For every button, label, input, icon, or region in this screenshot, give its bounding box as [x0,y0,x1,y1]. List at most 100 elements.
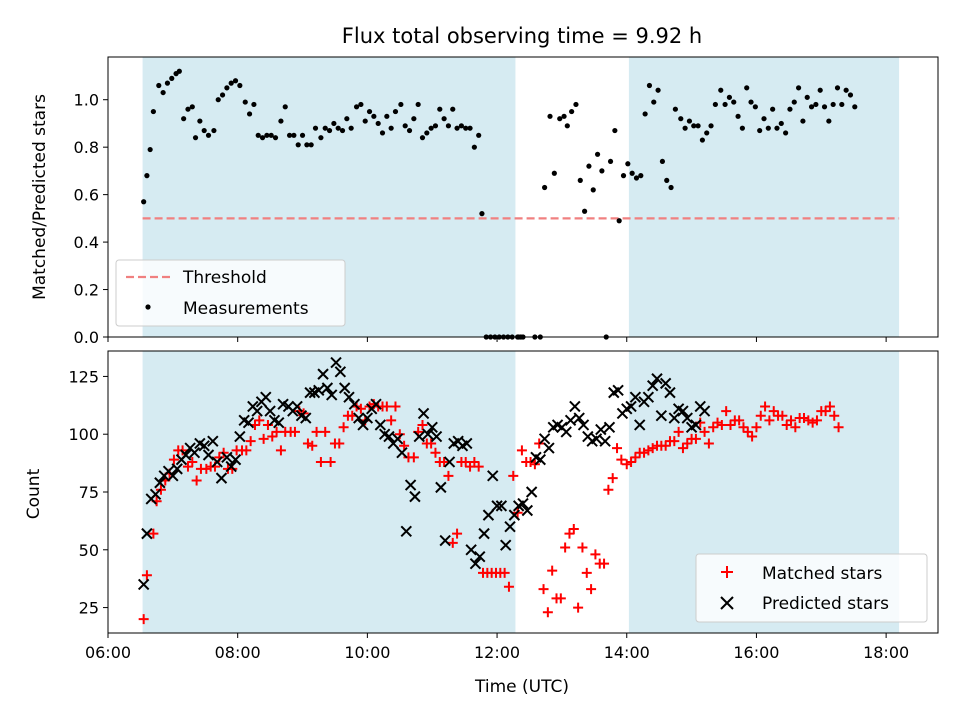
measurement-point [847,92,854,98]
predicted-star-point [229,453,242,466]
top-legend: Threshold Measurements [115,259,346,327]
measurement-point [686,118,693,124]
measurement-point [708,123,714,129]
measurement-point [586,163,592,169]
predicted-star-point [629,391,642,403]
matched-star-point [560,542,571,553]
measurement-point [770,106,776,112]
top-y-tick-label: 0.8 [74,138,99,157]
predicted-star-point [188,446,201,459]
measurement-point [371,113,377,119]
measurement-point [678,116,684,122]
top-y-tick-label: 0.6 [74,186,99,205]
predicted-star-point [504,520,516,533]
measurement-point [778,120,784,127]
predicted-star-point [543,442,555,454]
measurement-point [169,75,175,81]
chart-title: Flux total observing time = 9.92 h [342,24,702,48]
measurement-point [791,99,797,105]
predicted-star-point [573,412,585,424]
measurement-point [291,132,297,138]
measurement-point [278,118,284,124]
measurement-point [272,135,279,141]
predicted-star-point [361,412,374,424]
matched-star-point [811,415,822,426]
measurement-point [237,82,243,89]
measurement-point [463,125,469,131]
measurement-point [699,137,706,143]
matched-star-point [447,537,458,548]
matched-star-point [760,401,771,412]
measurement-point [156,82,162,89]
measurement-point [147,146,153,153]
legend-measurements-label: Measurements [183,299,309,319]
predicted-star-point [317,368,329,380]
predicted-star-point [391,433,404,445]
measurement-point [748,99,754,105]
matched-star-point [443,470,454,481]
measurement-point [704,130,710,136]
predicted-star-point [521,504,534,517]
bottom-y-axis-label: Count [24,468,44,519]
predicted-star-point [482,509,495,521]
predicted-star-point [422,428,434,440]
legend-matched-label: Matched stars [762,564,882,584]
predicted-star-point [167,470,179,482]
matched-star-point [699,426,710,437]
matched-star-point [764,415,775,426]
matched-star-point [452,528,463,539]
matched-star-point [751,422,762,433]
measurement-point [419,135,426,141]
measurement-point [590,187,596,193]
measurement-point [664,177,670,183]
measurement-point [318,135,324,141]
predicted-star-point [370,398,382,410]
measurement-point [787,106,793,112]
predicted-star-point [383,430,395,443]
measurement-point [804,94,810,100]
measurement-point [479,211,485,217]
matched-star-point [529,459,540,470]
measurement-point [765,125,771,131]
top-axes-frame [107,56,939,338]
predicted-star-point [560,426,572,438]
predicted-star-point [202,449,215,461]
measurement-point [672,106,678,112]
measurement-point [655,87,661,93]
measurement-point [450,106,456,112]
measurement-point [335,125,341,131]
matched-star-point [568,523,579,534]
measurement-point [616,218,622,224]
measurement-point [561,113,567,119]
predicted-star-point [491,500,503,512]
matched-star-point [581,567,592,578]
measurement-point [731,99,737,105]
predicted-star-point [413,430,425,443]
measurement-point [185,106,191,112]
predicted-star-point [668,412,681,424]
predicted-star-point [469,557,482,570]
measurement-point [839,101,845,108]
predicted-star-point [508,509,521,521]
predicted-star-point [338,382,351,394]
matched-star-point [289,426,300,437]
x-axis-label: Time (UTC) [474,677,569,697]
matched-star-point [503,581,514,592]
predicted-star-point [154,477,166,489]
measurement-point [638,173,644,179]
predicted-star-point [500,539,512,551]
predicted-star-point [677,405,689,417]
matched-star-point [577,542,588,553]
measurement-point [144,173,150,179]
matched-star-point [254,415,265,426]
predicted-star-point [465,544,477,556]
matched-star-point [334,438,345,449]
predicted-star-point [357,419,369,431]
predicted-star-point [348,398,361,410]
measurement-point [242,99,248,105]
matched-star-point [439,456,450,467]
predicted-star-point [690,419,702,431]
measurement-point [189,104,195,110]
measurement-point [398,101,404,108]
measurement-point [299,132,306,138]
